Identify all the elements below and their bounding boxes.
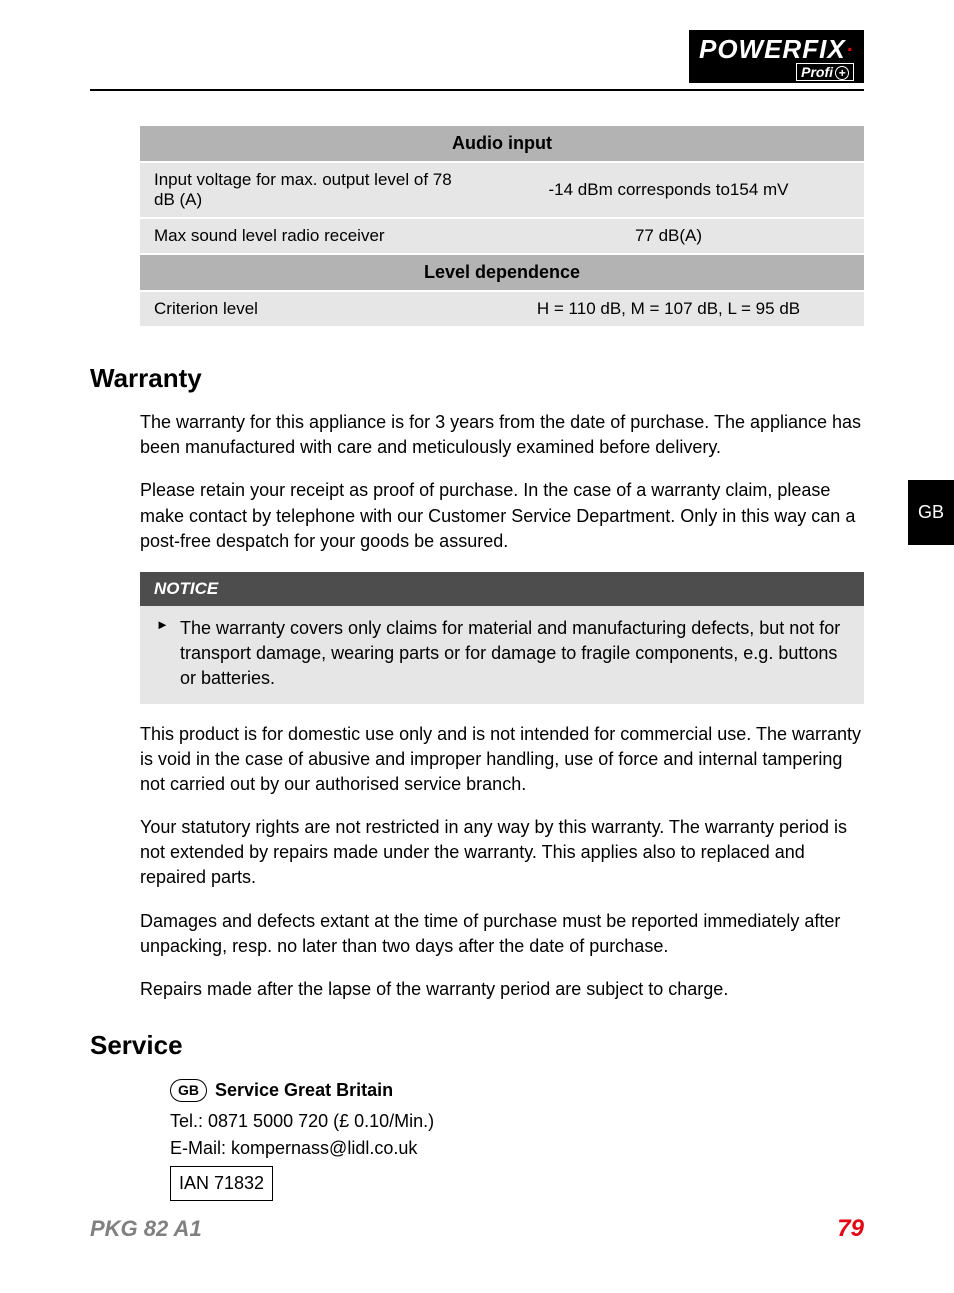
language-side-tab: GB [908,480,954,545]
logo-plus-icon: + [835,66,849,80]
service-details: GB Service Great Britain Tel.: 0871 5000… [140,1077,864,1201]
spec-label: Input voltage for max. output level of 7… [140,162,473,218]
footer-model: PKG 82 A1 [90,1216,202,1242]
specifications-table: Audio input Input voltage for max. outpu… [140,126,864,328]
service-section: Service GB Service Great Britain Tel.: 0… [140,1030,864,1201]
service-country-row: GB Service Great Britain [170,1077,864,1104]
table-section-header: Audio input [140,126,864,162]
notice-body: The warranty covers only claims for mate… [140,606,864,704]
spec-value: -14 dBm corresponds to154 mV [473,162,864,218]
ian-number-box: IAN 71832 [170,1166,273,1201]
warranty-paragraph: This product is for domestic use only an… [140,722,864,798]
footer-page-number: 79 [837,1215,864,1243]
warranty-paragraph: Damages and defects extant at the time o… [140,909,864,959]
spec-value: 77 dB(A) [473,218,864,254]
warranty-heading: Warranty [90,363,864,394]
section-header-cell: Level dependence [140,254,864,291]
notice-header: NOTICE [140,572,864,606]
section-header-cell: Audio input [140,126,864,162]
service-country-title: Service Great Britain [215,1077,393,1104]
table-row: Criterion level H = 110 dB, M = 107 dB, … [140,291,864,327]
service-tel: Tel.: 0871 5000 720 (£ 0.10/Min.) [170,1108,864,1135]
service-heading: Service [90,1030,864,1061]
main-content: Audio input Input voltage for max. outpu… [90,126,864,1201]
warranty-paragraph: Please retain your receipt as proof of p… [140,478,864,554]
spec-label: Max sound level radio receiver [140,218,473,254]
brand-logo: POWERFIX. Profi+ [689,30,864,83]
logo-dot: . [846,25,854,58]
table-row: Input voltage for max. output level of 7… [140,162,864,218]
warranty-paragraph: Repairs made after the lapse of the warr… [140,977,864,1002]
notice-box: NOTICE The warranty covers only claims f… [140,572,864,704]
service-email: E-Mail: kompernass@lidl.co.uk [170,1135,864,1162]
warranty-paragraph: Your statutory rights are not restricted… [140,815,864,891]
spec-value: H = 110 dB, M = 107 dB, L = 95 dB [473,291,864,327]
warranty-paragraph: The warranty for this appliance is for 3… [140,410,864,460]
country-badge: GB [170,1079,207,1102]
table-section-header: Level dependence [140,254,864,291]
header-divider [90,89,864,91]
page-footer: PKG 82 A1 79 [90,1215,864,1243]
table-row: Max sound level radio receiver 77 dB(A) [140,218,864,254]
page-header: POWERFIX. Profi+ [90,30,864,83]
logo-main-text: POWERFIX [699,34,846,64]
spec-label: Criterion level [140,291,473,327]
logo-sub-text: Profi+ [796,63,854,81]
